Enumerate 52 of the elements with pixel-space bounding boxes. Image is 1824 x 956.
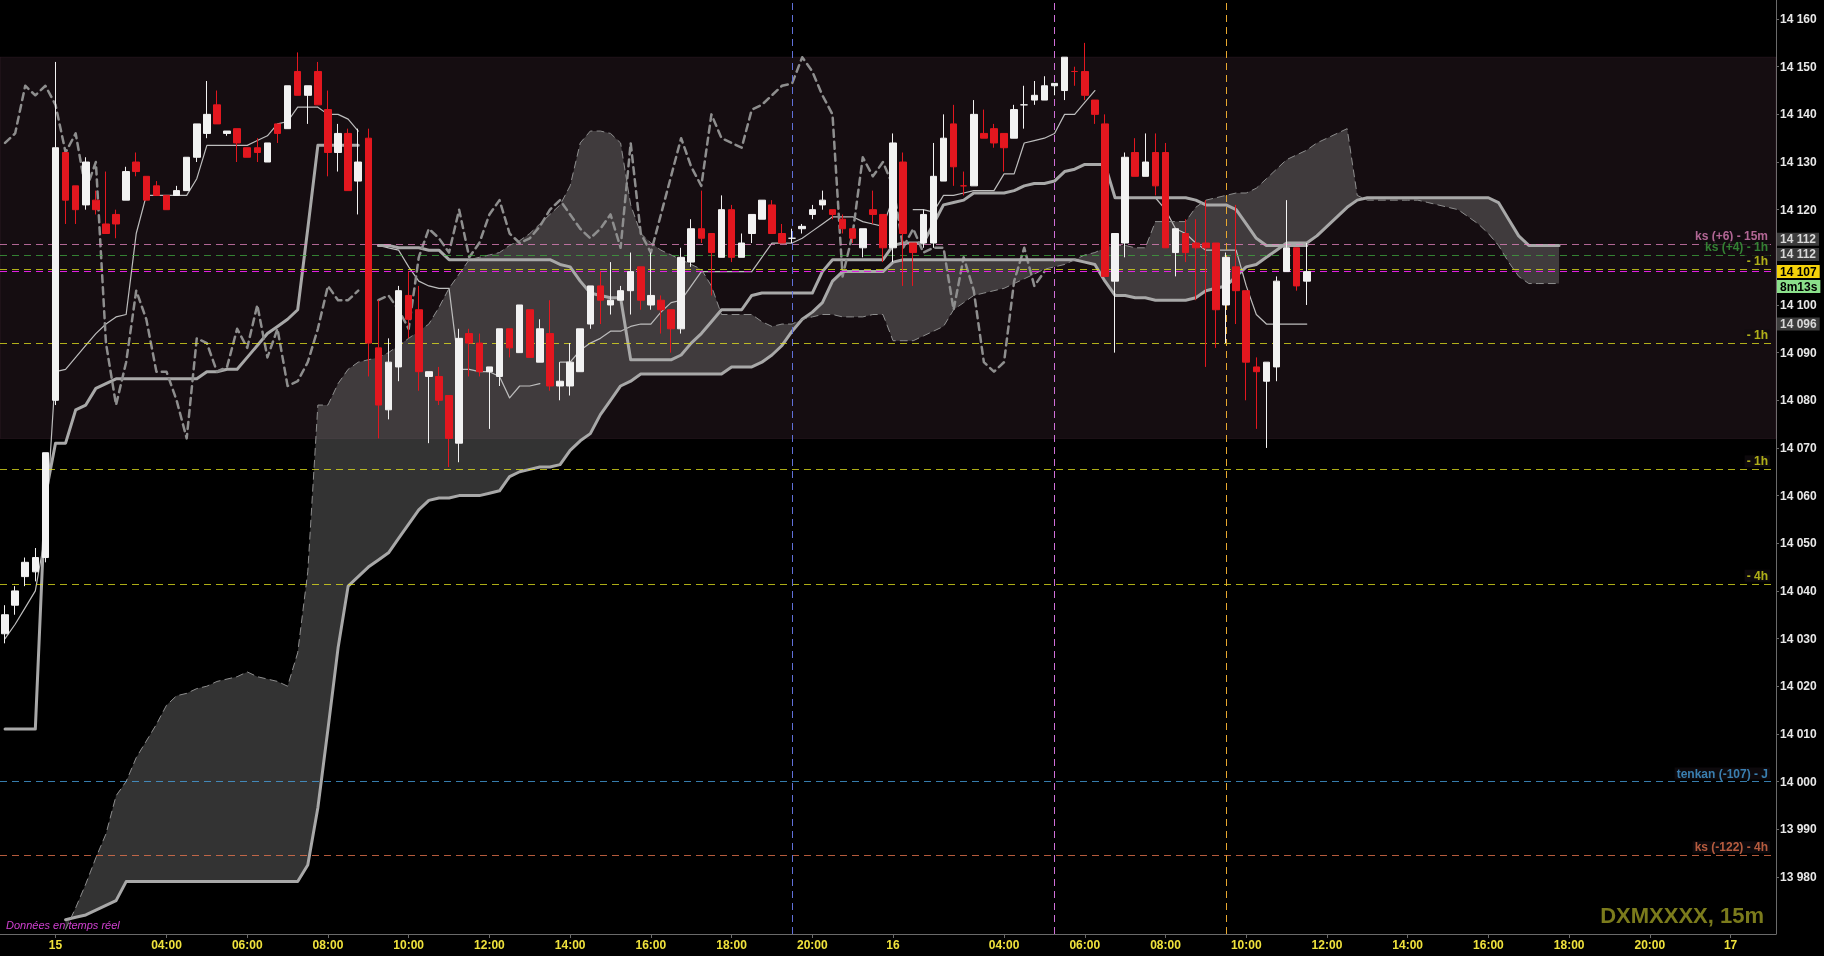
annotation: 14 112 [1780,232,1817,247]
y-tick-label: 14 100 [1780,297,1818,312]
x-tick-label: 06:00 [1069,938,1101,952]
y-tick-label: 13 990 [1780,822,1818,837]
annotation: Données en temps réel [6,918,121,931]
x-tick-label: 12:00 [1311,938,1343,952]
annotation: 14 096 [1780,317,1818,332]
x-tick-label: 18:00 [716,938,748,952]
y-tick-label: 14 140 [1780,107,1818,122]
y-tick-label: 14 050 [1780,536,1818,551]
x-tick-label: 18:00 [1553,938,1585,952]
y-tick-label: 14 130 [1780,155,1818,170]
ref-line-label: tenkan (-107) - J [1676,766,1768,781]
y-tick-label: 14 150 [1780,59,1818,74]
y-tick-label: 14 040 [1780,583,1818,598]
x-tick-label: 04:00 [151,938,183,952]
annotation: 14 112 [1780,247,1817,262]
x-tick-label: 06:00 [231,938,263,952]
ref-line-label: - 4h [1746,568,1768,583]
ref-line-label: - 1h [1746,253,1768,268]
x-tick-label: 10:00 [393,938,425,952]
y-tick-label: 14 120 [1780,202,1818,217]
x-tick-label: 12:00 [474,938,506,952]
y-tick-label: 14 010 [1780,726,1818,741]
y-tick-label: 14 160 [1780,12,1818,27]
ref-line-label: ks (-122) - 4h [1694,840,1768,855]
x-tick-label: 20:00 [1634,938,1666,952]
x-tick-label: 17 [1723,938,1738,952]
x-tick-label: 15 [48,938,63,952]
annotation: DXMXXXX, 15m [1600,902,1764,928]
y-tick-label: 14 070 [1780,440,1818,455]
x-tick-label: 14:00 [554,938,586,952]
ref-line-label: - 1h [1746,328,1768,343]
x-tick-label: 14:00 [1392,938,1424,952]
y-tick-label: 13 980 [1780,869,1818,884]
x-tick-label: 08:00 [312,938,344,952]
y-tick-label: 14 030 [1780,631,1818,646]
y-tick-label: 14 090 [1780,345,1818,360]
y-tick-label: 14 060 [1780,488,1818,503]
x-tick-label: 20:00 [796,938,828,952]
y-tick-label: 14 080 [1780,393,1818,408]
x-tick-label: 16 [886,938,901,952]
ref-line-label: - 1h [1746,454,1768,469]
x-tick-label: 04:00 [988,938,1020,952]
text: 8m13s [1780,279,1818,294]
y-tick-label: 14 000 [1780,774,1818,789]
x-tick-label: 16:00 [1473,938,1505,952]
annotation: 14 107 [1780,264,1818,279]
y-tick-label: 14 020 [1780,679,1818,694]
x-tick-label: 10:00 [1230,938,1262,952]
x-tick-label: 08:00 [1150,938,1182,952]
x-tick-label: 16:00 [635,938,667,952]
